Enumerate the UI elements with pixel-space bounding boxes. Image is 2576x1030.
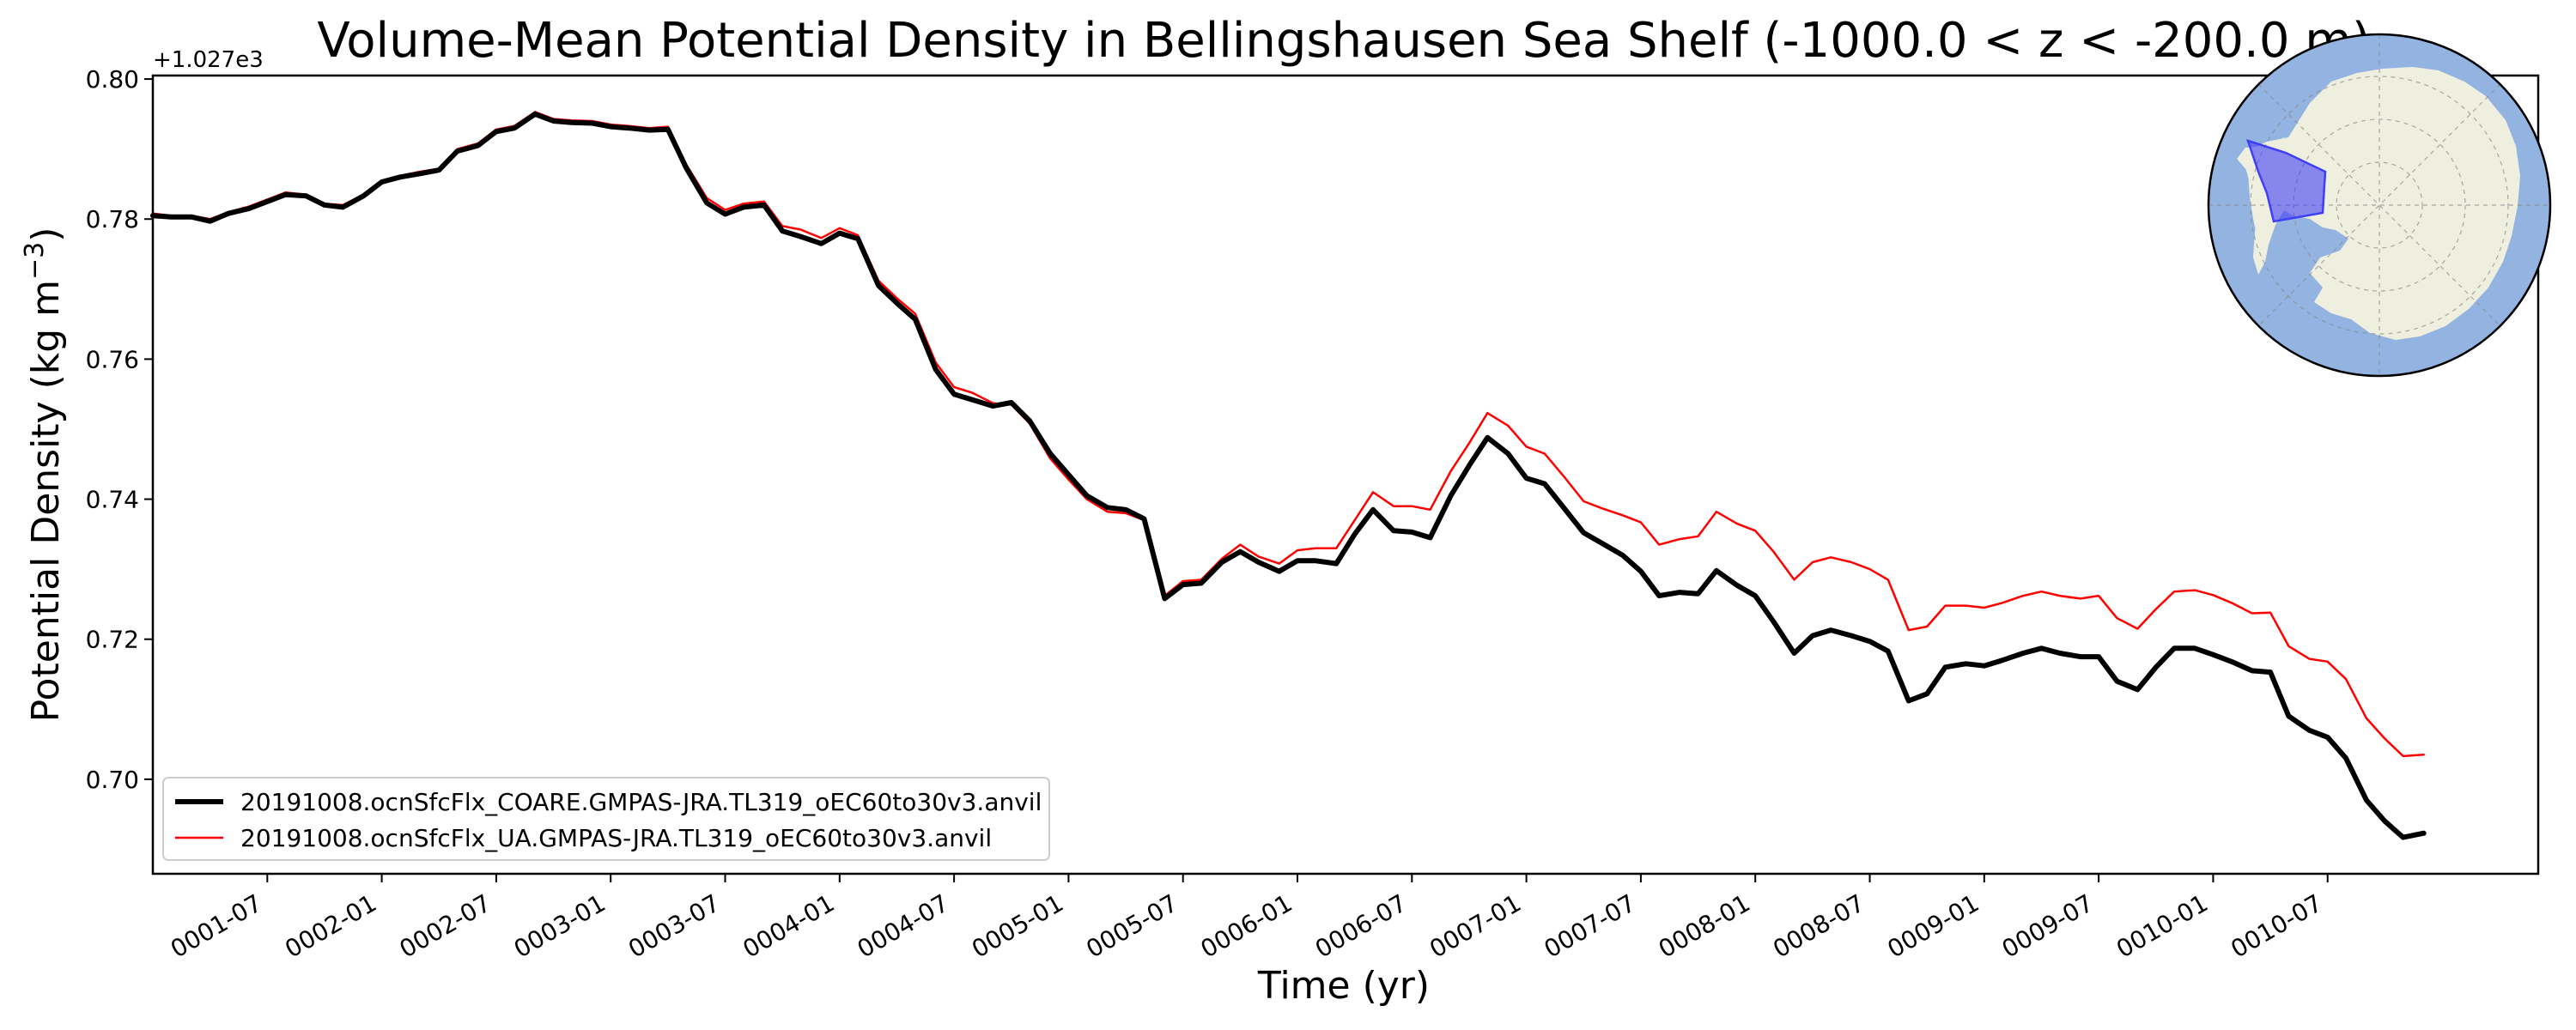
- y-axis-label-close: ): [24, 227, 68, 242]
- bellingshausen-region: [2246, 139, 2327, 223]
- x-axis-label: Time (yr): [1257, 964, 1430, 1008]
- chart-title: Volume-Mean Potential Density in Belling…: [317, 13, 2370, 69]
- axes-frame: [151, 74, 2540, 876]
- y-axis-label-exponent: −3: [20, 242, 50, 280]
- legend: 20191008.ocnSfcFlx_COARE.GMPAS-JRA.TL319…: [162, 777, 1050, 861]
- y-ticks: 0.70 0.72 0.74 0.76 0.78 0.80: [86, 65, 153, 794]
- y-tick-label: 0.80: [86, 65, 139, 94]
- series-layer: [150, 111, 2427, 840]
- y-axis-label-main: Potential Density (kg m: [24, 280, 68, 722]
- y-offset-label: +1.027e3: [153, 47, 264, 73]
- y-tick-label: 0.78: [86, 205, 139, 233]
- legend-label-coare: 20191008.ocnSfcFlx_COARE.GMPAS-JRA.TL319…: [240, 788, 1042, 816]
- legend-label-ua: 20191008.ocnSfcFlx_UA.GMPAS-JRA.TL319_oE…: [240, 824, 992, 852]
- y-tick-label: 0.70: [86, 766, 139, 794]
- antarctica-land: [2245, 67, 2520, 340]
- map-inset: [2207, 33, 2552, 378]
- y-tick-label: 0.74: [86, 486, 139, 514]
- y-tick-label: 0.76: [86, 345, 139, 373]
- series-line-coare: [150, 111, 2427, 840]
- legend-frame: [162, 777, 1050, 861]
- y-tick-label: 0.72: [86, 626, 139, 654]
- map-border: [2207, 33, 2552, 378]
- y-axis-label: Potential Density (kg m−3): [20, 227, 68, 723]
